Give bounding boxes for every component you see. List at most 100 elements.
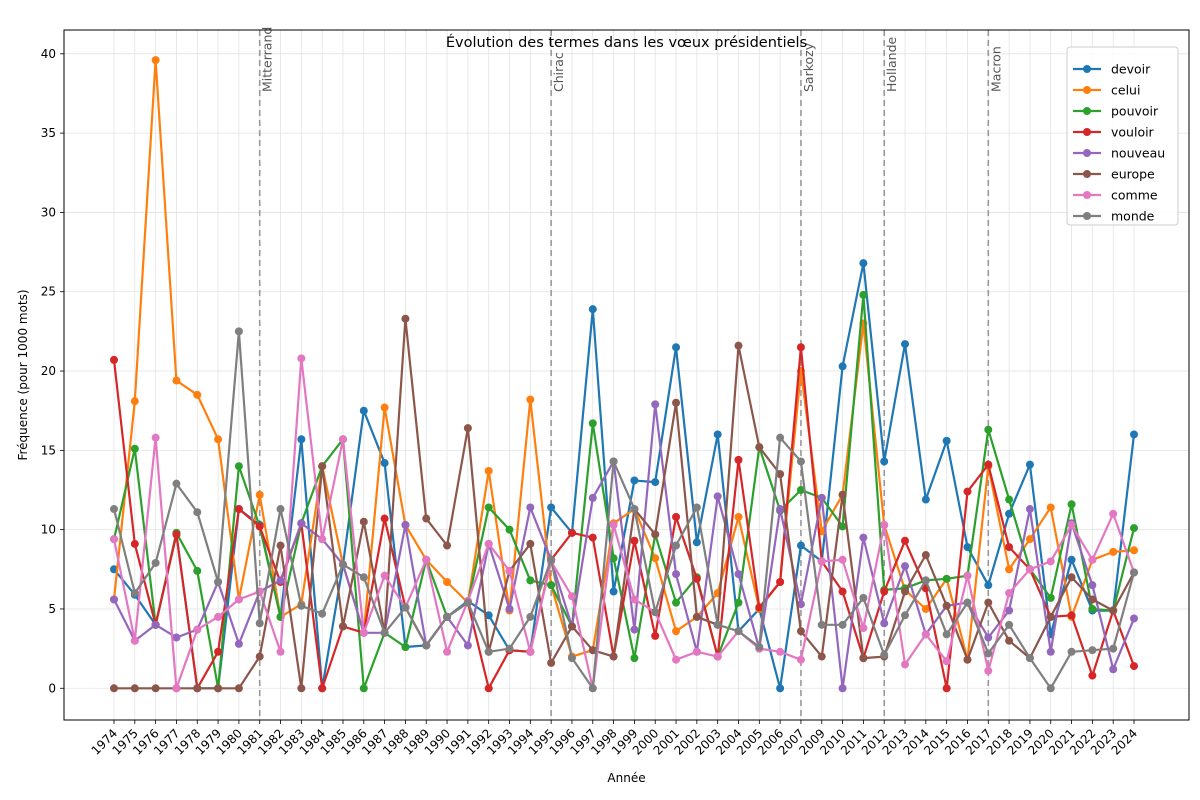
- data-point: [380, 403, 389, 412]
- data-point: [484, 503, 493, 512]
- data-point: [214, 647, 223, 656]
- data-point: [110, 505, 118, 514]
- data-point: [796, 627, 805, 636]
- data-point: [1130, 430, 1138, 439]
- data-point: [1088, 671, 1097, 680]
- data-point: [1088, 581, 1097, 590]
- data-point: [151, 56, 160, 65]
- data-point: [151, 558, 160, 567]
- data-point: [318, 462, 327, 471]
- data-point: [1088, 595, 1097, 604]
- series-europe: [110, 314, 1138, 693]
- data-point: [1005, 543, 1014, 552]
- president-label: Macron: [988, 46, 1003, 92]
- data-point: [401, 520, 410, 529]
- data-point: [151, 433, 160, 442]
- data-point: [921, 576, 930, 585]
- data-point: [297, 601, 306, 610]
- data-point: [796, 457, 805, 466]
- data-point: [672, 627, 681, 636]
- data-point: [526, 539, 535, 548]
- data-point: [1067, 647, 1076, 656]
- data-point: [796, 343, 805, 352]
- data-point: [1046, 503, 1055, 512]
- data-point: [921, 630, 930, 639]
- data-point: [984, 666, 993, 675]
- data-point: [776, 684, 785, 693]
- data-point: [1025, 460, 1034, 469]
- data-point: [859, 654, 868, 663]
- legend-swatch-marker: [1083, 191, 1091, 199]
- data-point: [193, 390, 202, 399]
- data-point: [1067, 611, 1076, 620]
- data-point: [609, 520, 618, 529]
- president-label: Hollande: [884, 36, 899, 92]
- data-point: [692, 574, 701, 583]
- data-point: [630, 505, 639, 514]
- data-point: [359, 573, 368, 582]
- data-point: [1130, 614, 1138, 623]
- data-point: [214, 435, 223, 444]
- data-point: [796, 655, 805, 664]
- data-point: [588, 493, 597, 502]
- data-point: [484, 539, 493, 548]
- data-point: [359, 684, 368, 693]
- data-point: [110, 595, 118, 604]
- data-point: [692, 503, 701, 512]
- data-point: [547, 555, 556, 564]
- data-point: [713, 652, 722, 661]
- data-point: [255, 619, 264, 628]
- data-point: [567, 654, 576, 663]
- data-point: [422, 514, 431, 523]
- data-point: [880, 619, 889, 628]
- data-point: [1025, 505, 1034, 514]
- data-point: [901, 562, 910, 571]
- data-point: [1025, 535, 1034, 544]
- data-point: [172, 633, 181, 642]
- data-point: [609, 587, 618, 596]
- data-point: [963, 655, 972, 664]
- data-point: [734, 512, 743, 521]
- x-axis: 1974197519761977197819791980198119821983…: [89, 720, 1140, 758]
- data-point: [1130, 546, 1138, 555]
- data-point: [151, 620, 160, 629]
- data-point: [817, 620, 826, 629]
- data-point: [380, 514, 389, 523]
- data-point: [942, 630, 951, 639]
- data-point: [796, 486, 805, 494]
- data-point: [1130, 524, 1138, 533]
- data-point: [859, 533, 868, 542]
- data-point: [630, 625, 639, 634]
- data-point: [630, 476, 639, 485]
- data-point: [1088, 555, 1097, 564]
- data-point: [672, 570, 681, 579]
- data-point: [463, 641, 472, 650]
- data-point: [463, 598, 472, 607]
- data-point: [1046, 612, 1055, 621]
- data-point: [110, 684, 118, 693]
- data-point: [338, 622, 347, 631]
- data-point: [1088, 604, 1097, 613]
- data-point: [1046, 647, 1055, 656]
- plot-frame: [63, 29, 1190, 721]
- x-axis-label: Année: [607, 771, 645, 785]
- data-point: [401, 603, 410, 612]
- data-point: [567, 622, 576, 631]
- data-point: [963, 543, 972, 552]
- data-point: [214, 684, 223, 693]
- legend-swatch-marker: [1083, 86, 1091, 94]
- data-point: [921, 604, 930, 613]
- data-point: [443, 541, 452, 550]
- president-label: Sarkozy: [801, 42, 816, 92]
- data-point: [942, 601, 951, 610]
- data-point: [880, 587, 889, 596]
- data-point: [609, 554, 618, 563]
- data-point: [734, 598, 743, 607]
- legend-swatch-marker: [1083, 170, 1091, 178]
- data-point: [651, 478, 660, 487]
- data-point: [380, 628, 389, 637]
- data-point: [1005, 589, 1014, 598]
- series-line: [112, 330, 1136, 690]
- data-point: [130, 397, 139, 406]
- data-point: [588, 305, 597, 314]
